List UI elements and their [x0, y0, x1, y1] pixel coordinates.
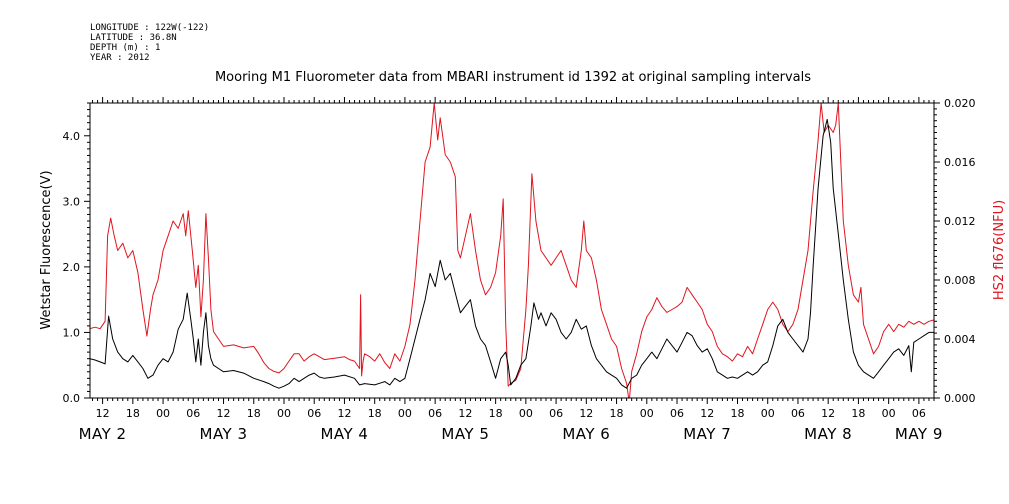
x-hour-tick-label: 18 [730, 407, 744, 420]
x-day-label: MAY 4 [320, 425, 368, 443]
x-hour-tick-label: 12 [821, 407, 835, 420]
x-day-label: MAY 9 [895, 425, 943, 443]
x-day-label: MAY 5 [441, 425, 489, 443]
y-left-tick-label: 2.0 [63, 261, 81, 274]
x-hour-tick-label: 18 [610, 407, 624, 420]
x-hour-tick-label: 12 [96, 407, 110, 420]
x-hour-tick-label: 18 [247, 407, 261, 420]
metadata-block: LONGITUDE : 122W(-122) LATITUDE : 36.8N … [90, 23, 209, 63]
x-hour-tick-label: 06 [307, 407, 321, 420]
y-right-tick-label: 0.008 [944, 274, 976, 287]
axes-group: 12 18 00 06 12 18 00 06 12 18 00 06 12 18 00 06 12 18 00 06… [63, 97, 976, 443]
x-day-label: MAY 8 [804, 425, 852, 443]
x-hour-tick-label: 12 [700, 407, 714, 420]
chart-title: Mooring M1 Fluorometer data from MBARI i… [215, 70, 811, 85]
x-hour-tick-label: 00 [882, 407, 896, 420]
x-hour-tick-label: 00 [761, 407, 775, 420]
x-hour-tick-label: 00 [277, 407, 291, 420]
y-right-tick-label: 0.004 [944, 333, 976, 346]
x-hour-tick-label: 18 [368, 407, 382, 420]
x-hour-tick-label: 00 [640, 407, 654, 420]
plot-frame [89, 102, 935, 399]
y-left-tick-label: 4.0 [63, 130, 81, 143]
meta-depth: DEPTH (m) : 1 [90, 43, 160, 53]
y-left-tick-label: 0.0 [63, 392, 81, 405]
y-axis-left-title: Wetstar Fluorescence(V) [39, 170, 54, 329]
x-hour-tick-label: 06 [428, 407, 442, 420]
y-right-tick-label: 0.020 [944, 97, 976, 110]
x-hour-tick-label: 12 [337, 407, 351, 420]
meta-latitude: LATITUDE : 36.8N [90, 33, 177, 43]
x-hour-tick-label: 00 [519, 407, 533, 420]
x-hour-tick-label: 18 [489, 407, 503, 420]
x-hour-tick-label: 00 [156, 407, 170, 420]
series-wetstar-line [90, 118, 934, 389]
series-group [90, 103, 934, 398]
x-day-label: MAY 6 [562, 425, 610, 443]
x-day-label: MAY 3 [200, 425, 248, 443]
y-right-tick-label: 0.016 [944, 156, 976, 169]
x-hour-tick-label: 12 [458, 407, 472, 420]
y-right-tick-label: 0.000 [944, 392, 976, 405]
x-hour-tick-label: 18 [851, 407, 865, 420]
x-day-label: MAY 7 [683, 425, 731, 443]
x-hour-tick-label: 06 [549, 407, 563, 420]
series-hs2-line [90, 103, 934, 398]
x-hour-tick-label: 18 [126, 407, 140, 420]
x-hour-tick-label: 00 [398, 407, 412, 420]
y-left-tick-label: 1.0 [63, 326, 81, 339]
x-hour-tick-label: 12 [579, 407, 593, 420]
y-right-tick-label: 0.012 [944, 215, 976, 228]
x-hour-tick-label: 06 [186, 407, 200, 420]
x-hour-tick-label: 06 [670, 407, 684, 420]
x-hour-tick-label: 12 [217, 407, 231, 420]
x-day-label: MAY 2 [79, 425, 127, 443]
meta-longitude: LONGITUDE : 122W(-122) [90, 23, 209, 33]
x-hour-tick-label: 06 [791, 407, 805, 420]
meta-year: YEAR : 2012 [90, 53, 150, 63]
x-hour-tick-label: 06 [912, 407, 926, 420]
y-left-tick-label: 3.0 [63, 195, 81, 208]
y-axis-right-title: HS2 fl676(NFU) [992, 200, 1007, 300]
